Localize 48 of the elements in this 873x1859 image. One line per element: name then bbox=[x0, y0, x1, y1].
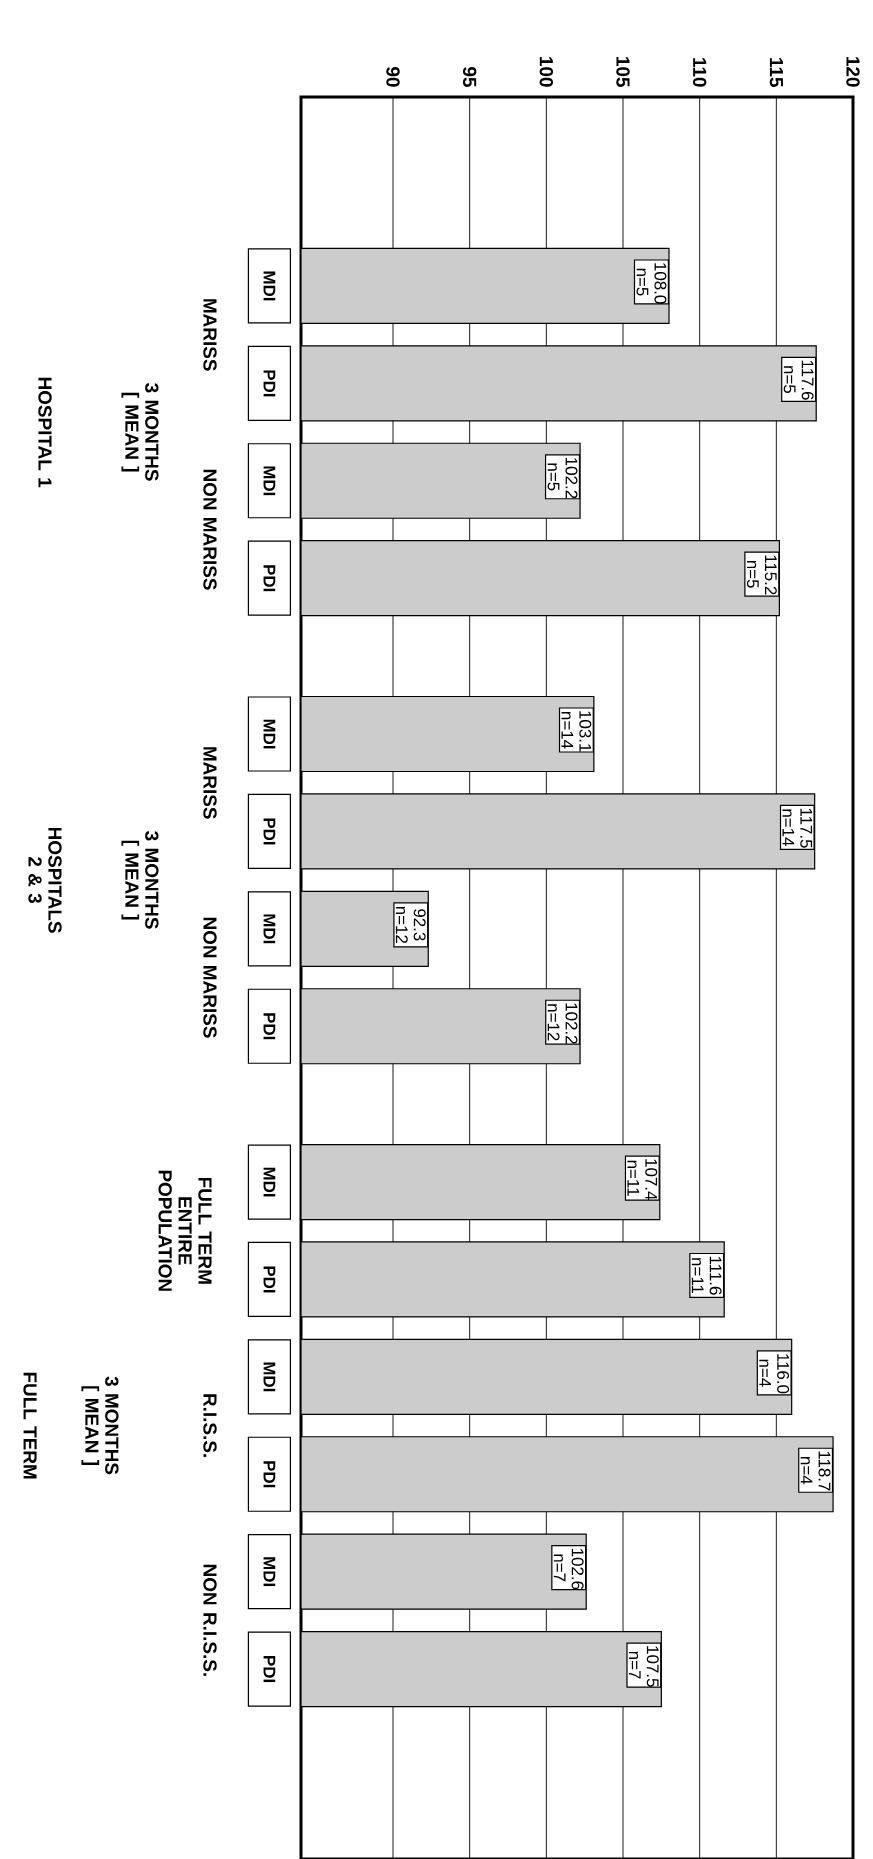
data-label: 102.2 n=12 bbox=[547, 1003, 578, 1044]
data-label: 92.3 n=12 bbox=[395, 906, 426, 944]
data-label: 102.6 n=7 bbox=[553, 1548, 584, 1590]
text: MARISS bbox=[203, 299, 217, 371]
x-tick-label: 120 bbox=[846, 57, 860, 87]
data-label: 115.2 n=5 bbox=[746, 555, 777, 595]
text: NON MARISS bbox=[203, 917, 217, 1038]
y-tick-label: MDI bbox=[263, 271, 276, 301]
text: FULL TERM bbox=[23, 1372, 37, 1479]
text: R.I.S.S. bbox=[203, 1394, 217, 1457]
y-tick-label: PDI bbox=[263, 818, 276, 845]
y-tick-label: PDI bbox=[263, 370, 276, 397]
y-tick-label: PDI bbox=[263, 1461, 276, 1488]
y-tick-label: PDI bbox=[263, 1013, 276, 1040]
y-tick-label: MDI bbox=[263, 466, 276, 496]
y-tick-label: PDI bbox=[263, 1266, 276, 1293]
text: 3 MONTHS [ MEAN ] bbox=[121, 831, 159, 929]
y-tick-label: MDI bbox=[263, 719, 276, 749]
text: 3 MONTHS [ MEAN ] bbox=[121, 383, 159, 481]
text: NON MARISS bbox=[203, 469, 217, 590]
data-label: 118.7 n=4 bbox=[800, 1451, 831, 1491]
data-label: 102.2 n=5 bbox=[547, 458, 578, 499]
text: HOSPITAL 1 bbox=[38, 377, 52, 488]
data-label: 108.0 n=5 bbox=[636, 263, 667, 304]
x-tick-label: 115 bbox=[769, 58, 783, 87]
text: MARISS bbox=[203, 747, 217, 819]
x-tick-label: 105 bbox=[616, 57, 630, 87]
data-label: 117.6 n=5 bbox=[783, 360, 814, 400]
y-tick-label: MDI bbox=[263, 1557, 276, 1587]
data-label: 117.5 n=14 bbox=[782, 808, 813, 848]
x-tick-label: 110 bbox=[692, 58, 707, 87]
text: 3 MONTHS [ MEAN ] bbox=[81, 1376, 119, 1475]
x-tick-label: 100 bbox=[539, 57, 554, 87]
y-tick-label: MDI bbox=[263, 1362, 276, 1392]
data-label: 103.1 n=14 bbox=[561, 711, 592, 752]
y-tick-label: PDI bbox=[263, 565, 276, 592]
y-tick-label: MDI bbox=[263, 914, 276, 944]
data-label: 111.6 n=11 bbox=[691, 1256, 722, 1295]
x-tick-label: 90 bbox=[386, 67, 400, 87]
y-tick-label: PDI bbox=[263, 1656, 276, 1683]
x-tick-label: 95 bbox=[462, 67, 477, 87]
y-tick-label: MDI bbox=[263, 1167, 276, 1197]
text: HOSPITALS 2 & 3 bbox=[28, 827, 62, 933]
data-label: 107.5 n=7 bbox=[628, 1646, 659, 1687]
data-label: 116.0 n=4 bbox=[759, 1354, 790, 1394]
data-label: 107.4 n=11 bbox=[627, 1159, 658, 1200]
text: FULL TERM ENTIRE POPULATION bbox=[158, 1170, 212, 1291]
text: NON R.I.S.S. bbox=[203, 1564, 217, 1676]
